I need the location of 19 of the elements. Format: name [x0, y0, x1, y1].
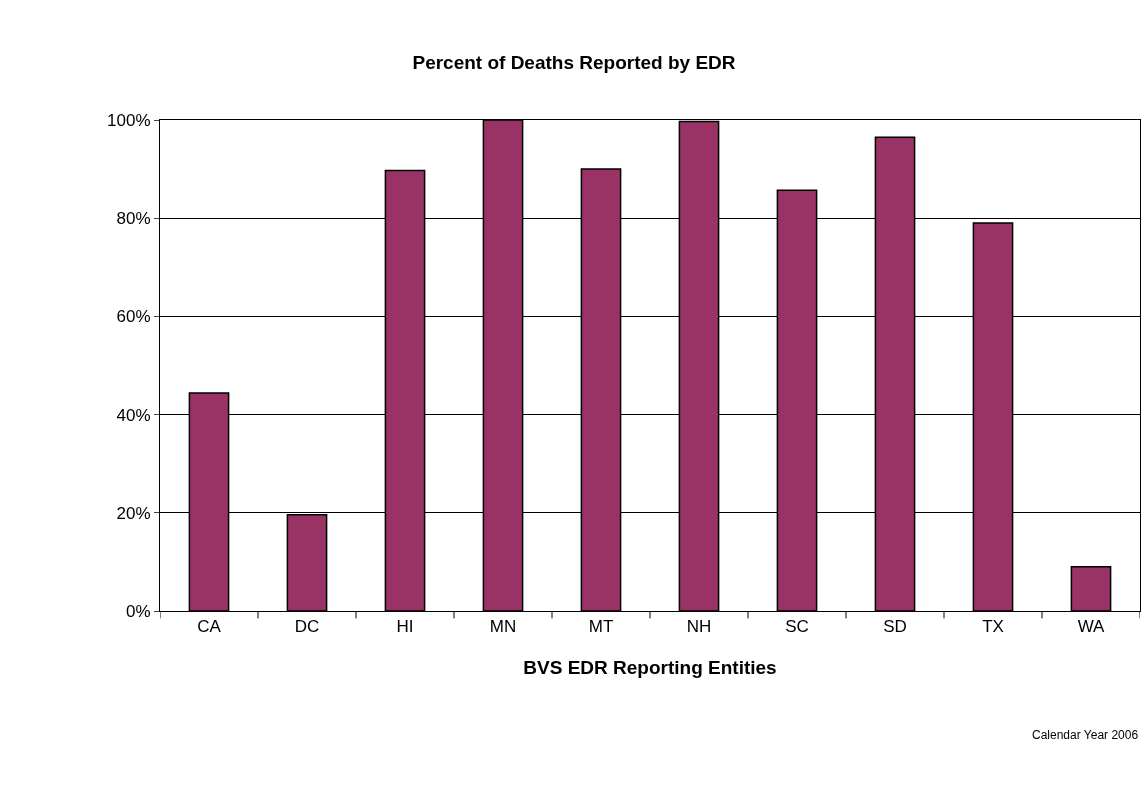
- x-tick-label: DC: [294, 617, 320, 637]
- x-tick-label: HI: [396, 617, 414, 637]
- x-tick-label: SC: [785, 617, 809, 637]
- chart-title: Percent of Deaths Reported by EDR: [412, 51, 736, 73]
- x-axis-title: BVS EDR Reporting Entities: [523, 657, 777, 679]
- x-tick-label: MN: [489, 617, 517, 637]
- x-tick-label: NH: [686, 617, 712, 637]
- y-tick-label: 20%: [116, 503, 151, 523]
- x-tick-label: MT: [588, 617, 614, 637]
- y-tick-label: 40%: [116, 405, 151, 425]
- y-tick-label: 0%: [126, 601, 151, 621]
- x-tick-label: SD: [883, 617, 907, 637]
- y-tick-label: 100%: [107, 110, 151, 130]
- text: Calendar Year 2006: [1032, 728, 1139, 742]
- x-tick-label: CA: [197, 617, 222, 637]
- y-tick-label: 80%: [116, 209, 151, 229]
- x-tick-label: TX: [982, 617, 1004, 637]
- x-tick-label: WA: [1077, 617, 1106, 637]
- y-tick-label: 60%: [116, 307, 151, 327]
